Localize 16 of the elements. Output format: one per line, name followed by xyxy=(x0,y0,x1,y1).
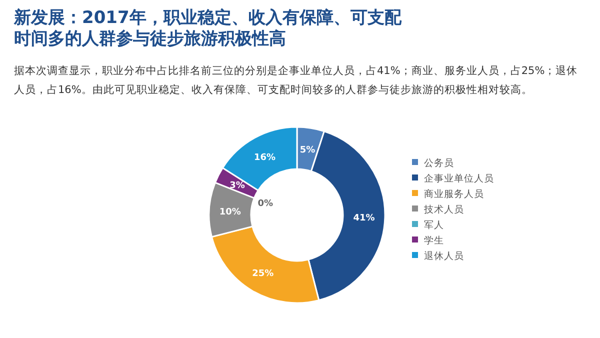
data-label: 10% xyxy=(219,207,241,218)
data-label: 25% xyxy=(252,269,274,280)
legend-label: 商业服务人员 xyxy=(424,188,484,200)
data-label: 41% xyxy=(353,214,375,224)
data-label: 5% xyxy=(300,145,316,156)
legend-label: 技术人员 xyxy=(423,204,464,216)
legend-label: 企事业单位人员 xyxy=(424,172,494,184)
text: 0% xyxy=(258,198,274,209)
legend-label: 公务员 xyxy=(424,157,454,169)
data-label: 3% xyxy=(230,181,245,192)
data-label: 16% xyxy=(254,152,276,163)
chart-title: 新发展：2017年，职业稳定、收入有保障、可支配时间多的人群参与徒步旅游积极性高 xyxy=(14,8,403,50)
legend-label: 退休人员 xyxy=(424,250,464,262)
legend-label: 学生 xyxy=(424,234,444,246)
legend-label: 军人 xyxy=(424,220,444,231)
chart-subtitle: 据本次调查显示，职业分布中占比排名前三位的分别是企事业单位人员，占41%；商业、服务业人员，占25%；退休人员，占16%。由此可见职业稳定、收入有保障、可支配时间较多的人群参与徒步旅游的积极性相对较高。 xyxy=(14,64,579,98)
